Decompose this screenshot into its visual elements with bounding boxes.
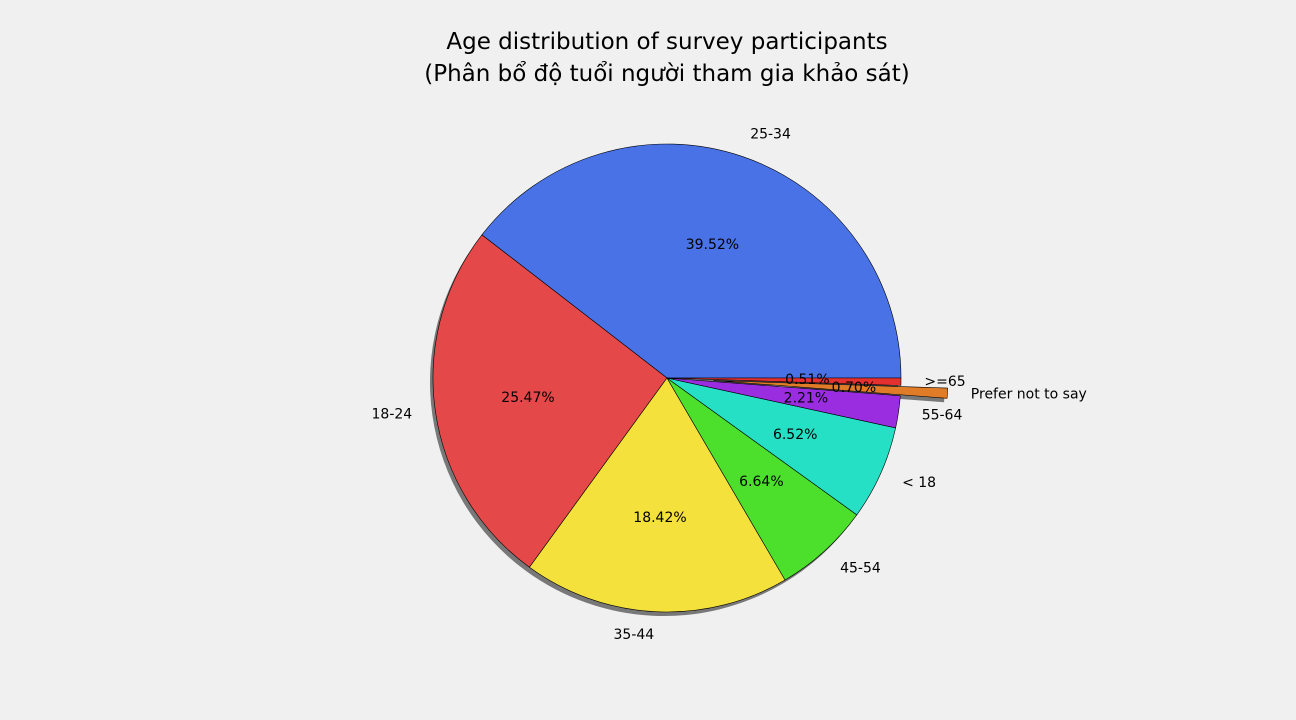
slice-label-prefer-not-to-say: Prefer not to say [971,386,1087,402]
slice-label-45-54: 45-54 [840,561,881,577]
pie-labels: 25-34 39.52% 18-24 25.47% 35-44 18.42% 45-54 6.… [372,126,1087,643]
slice-pct-prefer-not-to-say: 0.70% [832,380,876,396]
slice-pct-65: 0.51% [785,372,829,388]
chart-title-line-2: (Phân bổ độ tuổi người tham gia khảo sát… [424,61,910,87]
slice-18-24 [432,234,668,568]
slice-pct-55-64: 2.21% [784,390,828,406]
chart-title-line-1: Age distribution of survey participants [446,29,888,55]
slice-pct-45-54: 6.64% [739,474,783,490]
slice-pct-25-34: 39.52% [686,237,739,253]
slice-label-18-24: 18-24 [372,406,413,422]
slice-label-25-34: 25-34 [750,126,791,142]
slice-pct-35-44: 18.42% [633,510,686,526]
slice-25-34 [481,143,902,379]
slice-pct-18-24: 25.47% [501,390,554,406]
slice-prefer-not-to-say [713,380,948,399]
chart-title: Age distribution of survey participants … [0,26,1296,90]
slice-55-64 [666,377,901,429]
slice-label-65: >=65 [924,374,965,390]
slice-35-44 [529,377,786,613]
pie-slices [432,143,948,613]
slice-label-55-64: 55-64 [922,407,963,423]
slice-65 [666,377,902,386]
slice-pct-18: 6.52% [773,427,817,443]
slice-label-18: < 18 [902,475,936,491]
slice-label-35-44: 35-44 [614,627,655,643]
